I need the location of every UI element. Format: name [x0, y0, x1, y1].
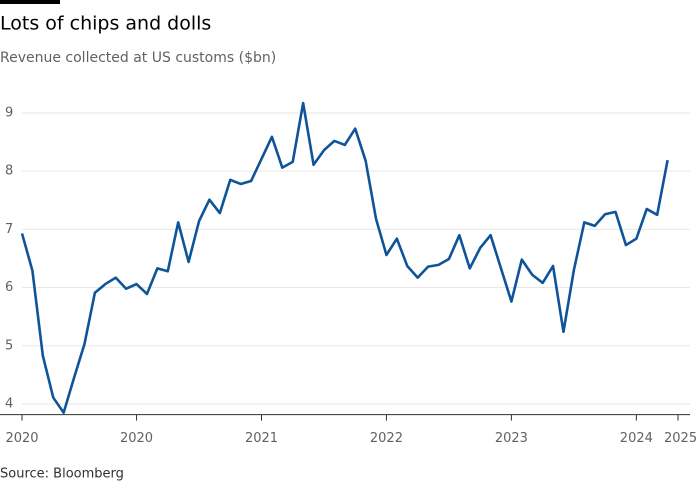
- x-tick-label: 2021: [245, 431, 278, 446]
- y-tick-label: 4: [5, 396, 13, 411]
- chart-subtitle: Revenue collected at US customs ($bn): [0, 50, 276, 66]
- x-tick-label: 2020: [120, 431, 153, 446]
- x-tick-label: 2020: [5, 431, 38, 446]
- x-tick-label: 2024: [620, 431, 653, 446]
- chart-title: Lots of chips and dolls: [0, 13, 211, 35]
- y-tick-label: 9: [5, 105, 13, 120]
- y-tick-label: 6: [5, 280, 13, 295]
- x-tick-label: 2022: [370, 431, 403, 446]
- source-note: Source: Bloomberg: [0, 467, 124, 482]
- y-tick-label: 5: [5, 338, 13, 353]
- brand-bar: [0, 0, 60, 4]
- x-tick-label: 2023: [495, 431, 528, 446]
- y-tick-label: 7: [5, 222, 13, 237]
- data-line: [20, 101, 669, 414]
- y-tick-label: 8: [5, 164, 13, 179]
- x-tick-label: 2025: [664, 431, 697, 446]
